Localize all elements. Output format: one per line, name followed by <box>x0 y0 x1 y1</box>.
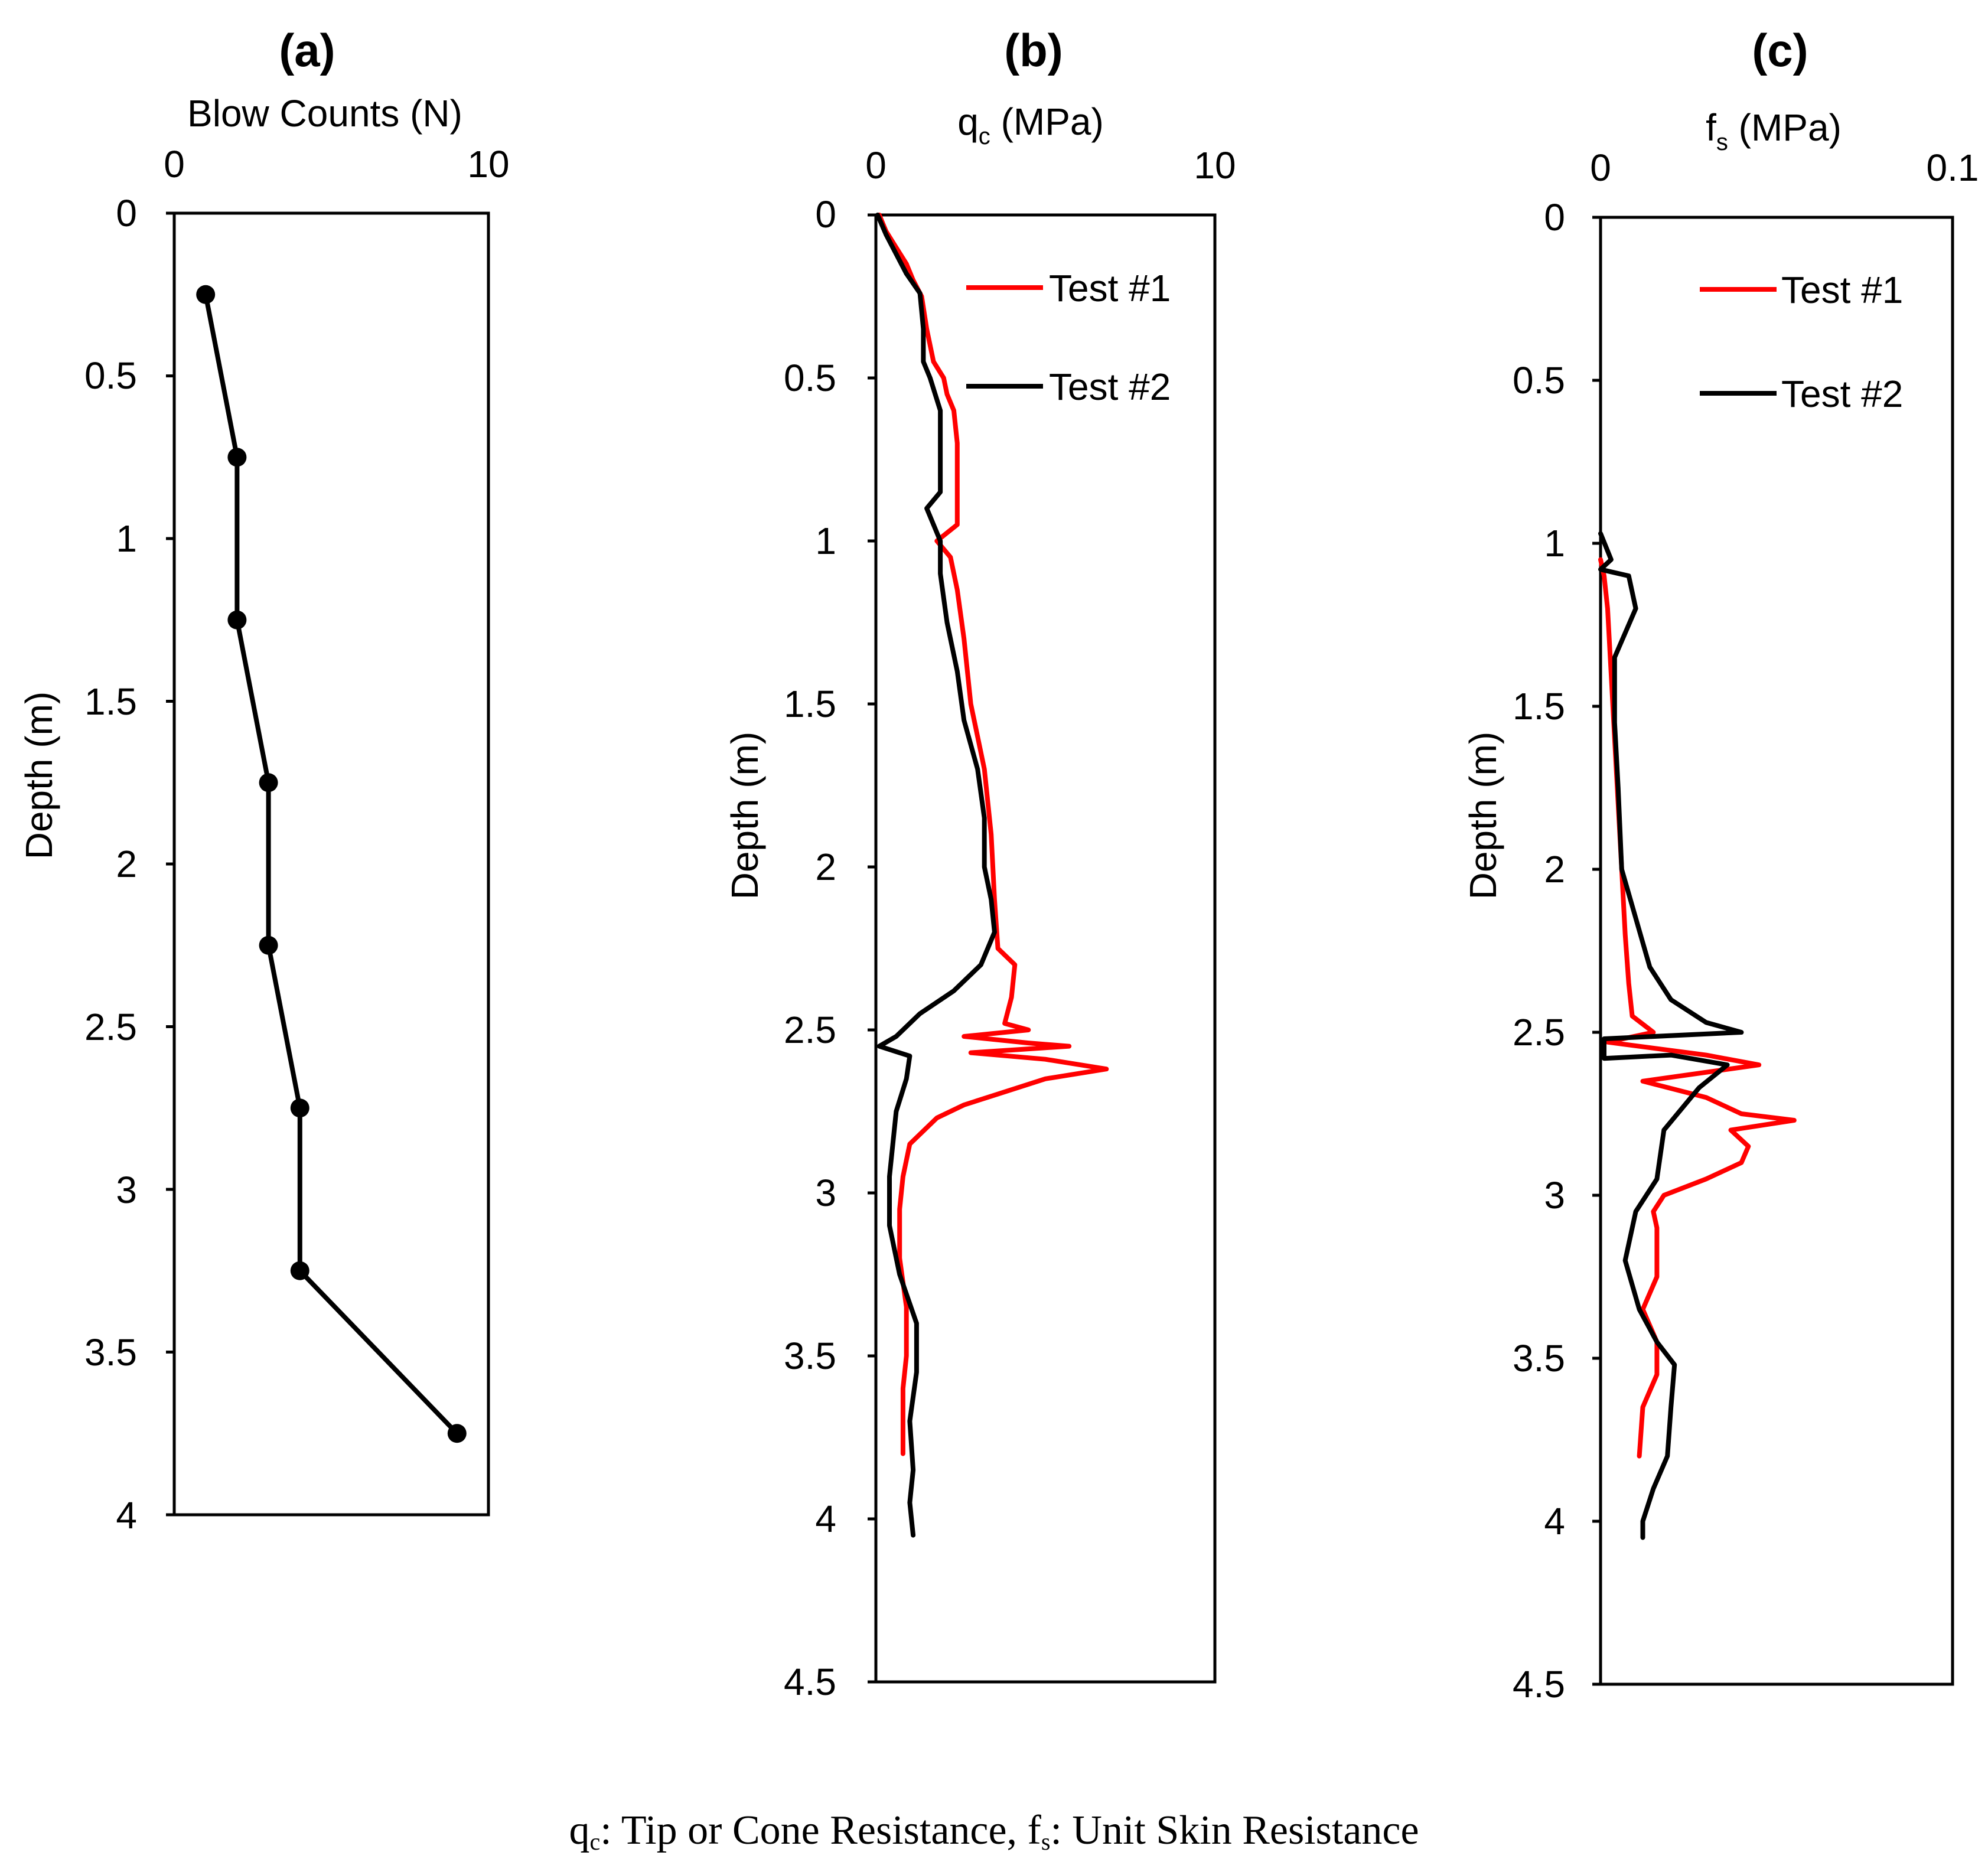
panel-b-x-label-unit: (MPa) <box>990 100 1104 143</box>
caption-tail-text: : Unit Skin Resistance <box>1050 1808 1419 1853</box>
panel-b-x-axis-label: qc (MPa) <box>957 100 1104 149</box>
panel-b-title: (b) <box>1004 24 1063 76</box>
panel-c-legend-label-test2: Test #2 <box>1781 373 1903 415</box>
caption-q-subscript: c <box>589 1828 600 1855</box>
panel-c-legend-label-test1: Test #1 <box>1781 269 1903 311</box>
panel-c-y-tick: 2.5 <box>1513 1011 1565 1054</box>
panel-b-legend: Test #1 Test #2 <box>966 267 1171 408</box>
panel-b-x-tick: 0 <box>865 144 887 187</box>
panel-b-legend-label-test2: Test #2 <box>1049 366 1171 408</box>
panel-b-x-tick: 10 <box>1194 144 1236 187</box>
panel-a-x-tick: 10 <box>467 143 509 185</box>
panel-b-frame <box>874 213 1217 1684</box>
panel-c-y-tick: 4 <box>1544 1500 1565 1543</box>
panel-b: (b) qc (MPa) 0 10 Depth (m) 0 0.5 1 1.5 … <box>723 24 1236 1703</box>
panel-a-y-tick: 2.5 <box>84 1006 137 1048</box>
panel-b-series-1-line <box>876 213 1109 1456</box>
panel-c-y-tick: 3.5 <box>1513 1337 1565 1380</box>
panel-a-x-tick: 0 <box>164 143 185 185</box>
panel-c-x-tick: 0.1 <box>1927 146 1979 189</box>
panel-c-y-tick: 0 <box>1544 196 1565 239</box>
panel-a-y-tick: 3.5 <box>84 1331 137 1374</box>
panel-a-y-tick: 0 <box>116 192 137 234</box>
figure-caption: qc: Tip or Cone Resistance, fs: Unit Ski… <box>569 1808 1419 1855</box>
panel-b-y-tick: 0 <box>815 193 836 236</box>
panel-a-y-tick: 2 <box>116 843 137 885</box>
panel-c-legend: Test #1 Test #2 <box>1700 269 1903 415</box>
panel-b-series-2-line <box>875 213 997 1538</box>
panel-a: (a) Blow Counts (N) 0 10 Depth (m) 0 0.5… <box>18 24 510 1537</box>
panel-a-data-point <box>447 1424 467 1443</box>
panel-b-y-tick: 1.5 <box>784 683 836 725</box>
panel-c-y-axis-label: Depth (m) <box>1462 732 1504 900</box>
panel-c-x-label-subscript: s <box>1716 129 1728 155</box>
panel-c-y-tick: 3 <box>1544 1174 1565 1217</box>
panel-c-y-tick: 1 <box>1544 522 1565 565</box>
panel-c: (c) fs (MPa) 0 0.1 Depth (m) 0 0.5 1 1.5… <box>1462 24 1979 1706</box>
panel-b-y-tick: 2.5 <box>784 1009 836 1051</box>
panel-a-data-point <box>259 773 278 793</box>
panel-a-y-ticks: 0 0.5 1 1.5 2 2.5 3 3.5 4 <box>84 192 137 1537</box>
panel-a-y-tick: 4 <box>116 1494 137 1537</box>
panel-a-y-tick: 1 <box>116 517 137 560</box>
panel-c-series-2-line <box>1598 531 1744 1540</box>
panel-c-plot-area <box>1592 216 1954 1686</box>
panel-b-y-axis-label: Depth (m) <box>723 732 766 900</box>
panel-a-data-point <box>290 1261 309 1280</box>
panel-b-x-label-symbol: q <box>957 100 979 143</box>
panel-c-x-label-unit: (MPa) <box>1728 106 1842 149</box>
panel-a-title: (a) <box>279 24 335 76</box>
panel-a-series-1-line <box>203 292 459 1436</box>
panel-c-series-1-line <box>1598 557 1797 1459</box>
panel-c-frame <box>1599 216 1954 1686</box>
panel-b-y-tick: 3.5 <box>784 1335 836 1377</box>
panel-c-y-ticks: 0 0.5 1 1.5 2 2.5 3 3.5 4 4.5 <box>1513 196 1565 1706</box>
panel-b-y-tick: 1 <box>815 520 836 562</box>
panel-c-x-tick: 0 <box>1590 146 1611 189</box>
panel-c-y-tick: 2 <box>1544 848 1565 891</box>
panel-c-y-tick: 0.5 <box>1513 359 1565 402</box>
panel-c-y-tick: 4.5 <box>1513 1663 1565 1706</box>
panel-a-y-axis-label: Depth (m) <box>18 692 60 860</box>
panel-c-x-label-symbol: f <box>1706 106 1716 149</box>
panel-b-y-ticks: 0 0.5 1 1.5 2 2.5 3 3.5 4 4.5 <box>784 193 836 1703</box>
panel-a-data-point <box>196 285 216 304</box>
panel-b-x-label-subscript: c <box>979 123 990 149</box>
panel-c-title: (c) <box>1752 24 1808 76</box>
panel-b-y-tick: 4.5 <box>784 1661 836 1703</box>
panel-c-x-axis-label: fs (MPa) <box>1706 106 1842 155</box>
caption-f-subscript: s <box>1041 1828 1051 1855</box>
panel-a-y-tick: 3 <box>116 1169 137 1211</box>
caption-q-symbol: q <box>569 1808 589 1853</box>
panel-a-frame <box>172 211 490 1517</box>
panel-a-x-axis-label: Blow Counts (N) <box>187 92 462 135</box>
panel-a-y-tick: 0.5 <box>84 354 137 397</box>
panel-b-y-tick: 0.5 <box>784 357 836 399</box>
panel-a-data-point <box>227 610 247 630</box>
panel-c-y-tick: 1.5 <box>1513 685 1565 728</box>
panel-a-plot-area <box>166 211 490 1517</box>
panel-a-y-tick: 1.5 <box>84 680 137 723</box>
panel-a-data-point <box>259 935 278 955</box>
panel-b-y-tick: 3 <box>815 1172 836 1214</box>
panel-b-legend-label-test1: Test #1 <box>1049 267 1171 309</box>
caption-mid-text: : Tip or Cone Resistance, f <box>600 1808 1041 1853</box>
panel-b-plot-area <box>868 213 1217 1684</box>
panel-a-data-point <box>227 448 247 467</box>
panel-b-y-tick: 4 <box>815 1498 836 1540</box>
panel-b-y-tick: 2 <box>815 846 836 888</box>
panel-a-data-point <box>290 1098 309 1118</box>
